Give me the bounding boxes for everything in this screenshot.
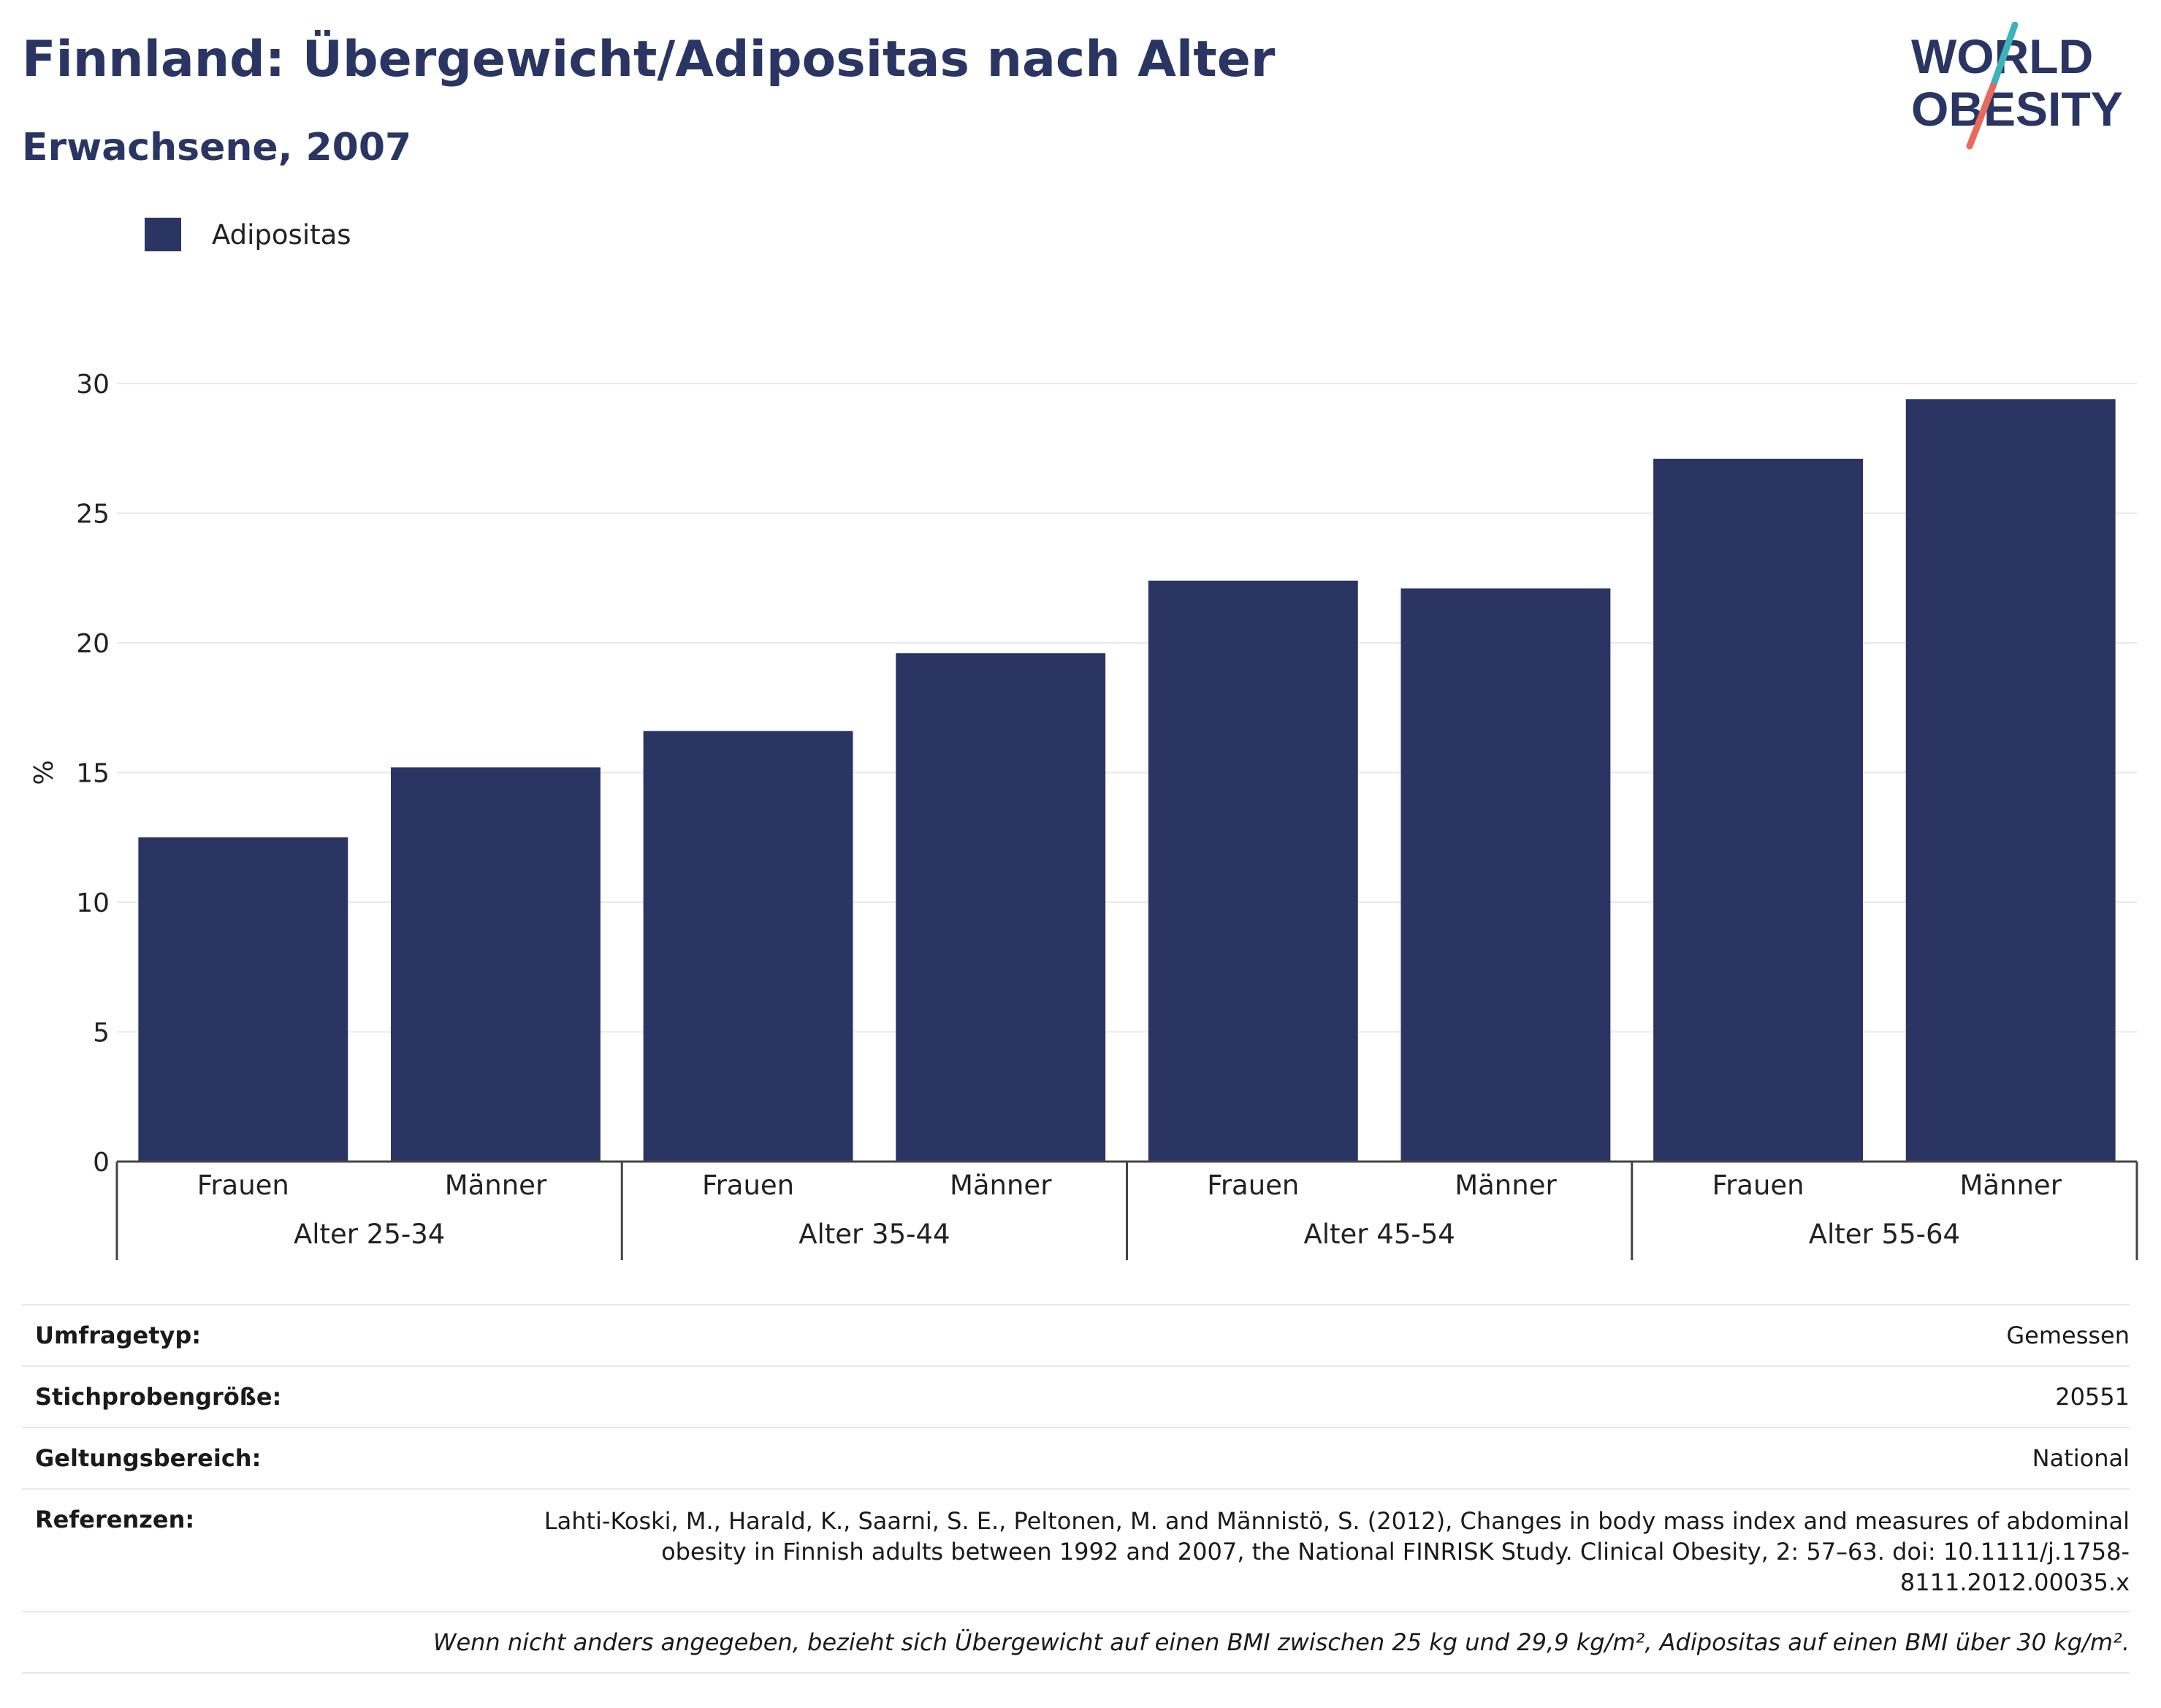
bar xyxy=(896,653,1106,1162)
bar xyxy=(1400,588,1611,1162)
legend-swatch xyxy=(145,218,181,251)
x-group-label: Alter 35-44 xyxy=(799,1219,950,1250)
chart-title: Finnland: Übergewicht/Adipositas nach Al… xyxy=(22,31,1276,88)
y-tick-label: 15 xyxy=(76,759,110,789)
bars xyxy=(138,399,2116,1162)
bar xyxy=(643,731,853,1162)
y-tick-label: 0 xyxy=(93,1148,110,1178)
x-category-label: Frauen xyxy=(197,1170,289,1201)
logo-line2: OBESITY xyxy=(1911,82,2123,136)
x-category-label: Frauen xyxy=(1712,1170,1804,1201)
y-tick-label: 5 xyxy=(93,1018,110,1048)
meta-row-scope: Geltungsbereich: National xyxy=(22,1427,2130,1488)
meta-key: Geltungsbereich: xyxy=(35,1444,262,1472)
meta-row-sample-size: Stichprobengröße: 20551 xyxy=(22,1365,2130,1427)
x-category-label: Männer xyxy=(950,1170,1052,1201)
meta-note: Wenn nicht anders angegeben, bezieht sic… xyxy=(22,1611,2130,1674)
meta-row-references: Referenzen: Lahti-Koski, M., Harald, K.,… xyxy=(22,1488,2130,1611)
x-group-label: Alter 25-34 xyxy=(294,1219,445,1250)
x-category-label: Männer xyxy=(1455,1170,1557,1201)
bar xyxy=(1148,580,1358,1162)
y-tick-label: 30 xyxy=(76,370,110,400)
world-obesity-logo: WORLD OBESITY xyxy=(1911,22,2123,150)
meta-value: 20551 xyxy=(2055,1383,2130,1411)
logo-slash-teal xyxy=(1989,22,2019,90)
legend[interactable]: Adipositas xyxy=(145,218,351,251)
meta-value: National xyxy=(2032,1444,2130,1472)
bar xyxy=(138,837,348,1162)
y-tick-label: 25 xyxy=(76,500,110,530)
definition-note: Wenn nicht anders angegeben, bezieht sic… xyxy=(432,1628,2130,1656)
meta-key: Stichprobengröße: xyxy=(35,1383,282,1411)
meta-value: Lahti-Koski, M., Harald, K., Saarni, S. … xyxy=(544,1507,2130,1596)
bar xyxy=(391,767,601,1162)
x-category-label: Frauen xyxy=(1207,1170,1299,1201)
x-category-label: Männer xyxy=(445,1170,547,1201)
meta-row-survey-type: Umfragetyp: Gemessen xyxy=(22,1304,2130,1365)
bar xyxy=(1653,458,1863,1162)
metadata-table: Umfragetyp: Gemessen Stichprobengröße: 2… xyxy=(22,1304,2130,1674)
meta-key: Umfragetyp: xyxy=(35,1322,202,1349)
y-tick-label: 10 xyxy=(76,888,110,918)
meta-value: Gemessen xyxy=(2006,1322,2130,1349)
y-tick-label: 20 xyxy=(76,629,110,659)
x-group-label: Alter 55-64 xyxy=(1809,1219,1960,1250)
bar xyxy=(1905,399,2116,1162)
x-category-label: Männer xyxy=(1959,1170,2062,1201)
x-category-label: Frauen xyxy=(702,1170,794,1201)
chart-subtitle: Erwachsene, 2007 xyxy=(22,126,412,169)
legend-label: Adipositas xyxy=(212,218,351,251)
y-axis-label: % xyxy=(29,760,59,785)
logo-slash-coral xyxy=(1966,83,1997,150)
x-group-label: Alter 45-54 xyxy=(1303,1219,1455,1250)
meta-key: Referenzen: xyxy=(35,1506,195,1533)
